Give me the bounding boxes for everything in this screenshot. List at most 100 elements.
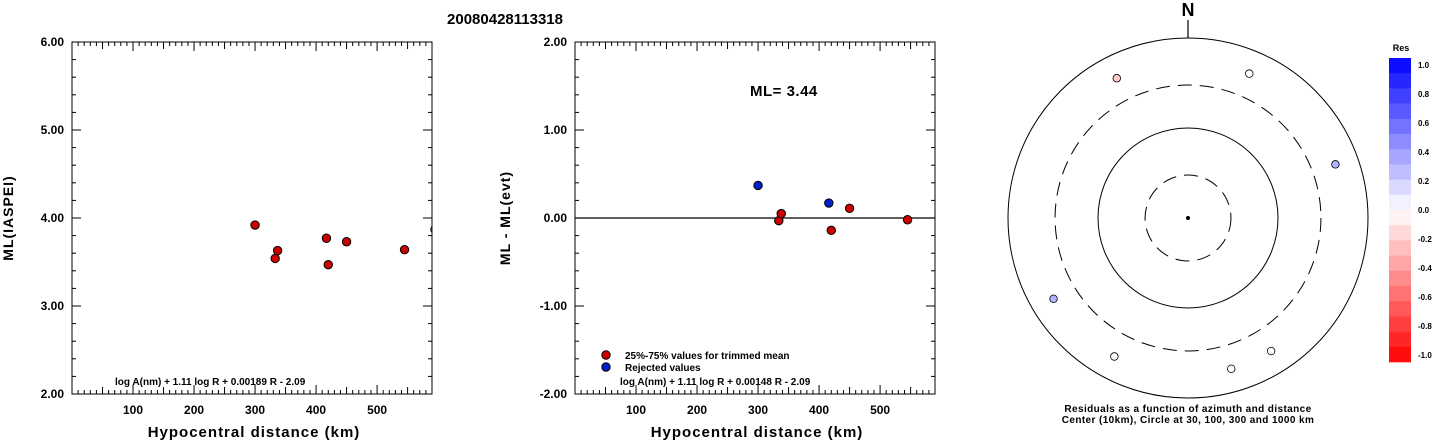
- distance-ring-300km: [1054, 84, 1322, 352]
- colorbar-cell: [1389, 164, 1411, 180]
- legend-label-trimmed: 25%-75% values for trimmed mean: [625, 351, 790, 362]
- colorbar-cell: [1389, 331, 1411, 348]
- y-tick-label: 1.00: [544, 123, 568, 137]
- x-tick-label: 200: [184, 403, 204, 417]
- event-title: 20080428113318: [447, 11, 563, 28]
- data-point: [341, 237, 352, 247]
- ml-residual-ticks: 100 200 300 400 500 -2.00 -1.00 0.00 1.00 2.00: [540, 35, 935, 417]
- x-tick-label: 500: [870, 403, 890, 417]
- ml-residual-formula: log A(nm) + 1.11 log R + 0.00148 R - 2.0…: [620, 377, 811, 388]
- colorbar-cell: [1389, 118, 1411, 135]
- data-point: [399, 244, 410, 255]
- distance-ring-30km: [1144, 174, 1232, 262]
- station-point: [1331, 160, 1340, 169]
- legend-label-rejected: Rejected values: [625, 363, 701, 374]
- colorbar-cell: [1389, 73, 1411, 89]
- ml-residual-points: [753, 180, 913, 236]
- data-point: [321, 233, 332, 243]
- colorbar-label: 0.0: [1418, 206, 1430, 215]
- y-tick-label: 5.00: [41, 123, 65, 137]
- x-tick-label: 400: [809, 403, 829, 417]
- north-label: N: [1182, 0, 1195, 20]
- station-points: [1049, 69, 1340, 373]
- colorbar-cell: [1389, 194, 1411, 211]
- colorbar-cell: [1389, 301, 1411, 317]
- ml-distance-plot-frame: [71, 41, 433, 395]
- colorbar-cell: [1389, 103, 1411, 120]
- ml-annotation: ML= 3.44: [750, 83, 818, 100]
- colorbar-label: -0.6: [1418, 293, 1432, 302]
- data-point: [753, 180, 763, 191]
- colorbar-label: -1.0: [1418, 351, 1432, 360]
- ml-distance-formula: log A(nm) + 1.11 log R + 0.00189 R - 2.0…: [115, 377, 306, 388]
- ml-distance-ylabel: ML(IASPEI): [0, 175, 16, 260]
- data-point: [776, 208, 786, 219]
- distance-ring-1000km: [1007, 37, 1369, 399]
- ml-residual-chart: 100 200 300 400 500 -2.00 -1.00 0.00 1.00 2.00 ML…: [497, 35, 936, 441]
- colorbar-title: Res: [1393, 43, 1410, 53]
- residual-colorbar: Res 1.0 0.8 0.6 0.4 0.2 0.0 -0.2 -0.4 -0.6 -0.8 -1…: [1389, 43, 1432, 363]
- x-tick-label: 400: [306, 403, 326, 417]
- station-point: [1266, 346, 1276, 356]
- polar-caption-line2: Center (10km), Circle at 30, 100, 300 an…: [1062, 415, 1315, 426]
- colorbar-cell: [1389, 255, 1411, 272]
- data-point: [824, 198, 834, 208]
- colorbar-cell: [1389, 346, 1411, 363]
- colorbar-cell: [1389, 149, 1411, 165]
- distance-rings: [1007, 37, 1369, 399]
- y-tick-label: 2.00: [41, 387, 65, 401]
- colorbar-label: 0.8: [1418, 90, 1430, 99]
- colorbar-label: 0.4: [1418, 148, 1430, 157]
- y-tick-label: -1.00: [540, 299, 568, 313]
- data-point: [826, 225, 836, 236]
- station-point: [1112, 74, 1121, 83]
- station-point: [1110, 352, 1119, 361]
- station-point: [1049, 294, 1058, 303]
- station-point: [1245, 69, 1254, 78]
- ml-distance-points: [250, 220, 432, 270]
- y-tick-label: 4.00: [41, 211, 65, 225]
- y-tick-label: -2.00: [540, 387, 568, 401]
- x-tick-label: 100: [626, 403, 646, 417]
- x-tick-label: 500: [367, 403, 387, 417]
- colorbar-cell: [1389, 88, 1411, 104]
- ml-distance-ticks: 100 200 300 400 500 2.00 3.00 4.00 5.00 6.00: [41, 35, 432, 417]
- epicenter-dot: [1186, 216, 1190, 220]
- data-point: [323, 259, 333, 270]
- colorbar-cell: [1389, 134, 1411, 150]
- y-tick-label: 0.00: [544, 211, 568, 225]
- colorbar-label: 0.6: [1418, 119, 1430, 128]
- data-point: [844, 203, 855, 214]
- legend-marker-trimmed: [601, 350, 611, 360]
- colorbar-cell: [1389, 58, 1411, 74]
- x-tick-label: 300: [245, 403, 265, 417]
- colorbar-label: 0.2: [1418, 177, 1430, 186]
- ml-distance-chart: 100 200 300 400 500 2.00 3.00 4.00 5.00 6.00 log …: [0, 35, 433, 441]
- colorbar-cell: [1389, 225, 1411, 241]
- colorbar-label: 1.0: [1418, 61, 1430, 70]
- data-point: [272, 245, 283, 256]
- distance-ring-100km: [1097, 127, 1279, 309]
- y-tick-label: 2.00: [544, 35, 568, 49]
- azimuth-residual-plot: N Residuals as a function of azimuth and…: [1007, 0, 1369, 426]
- colorbar-label: -0.4: [1418, 264, 1432, 273]
- y-tick-label: 6.00: [41, 35, 65, 49]
- colorbar-cell: [1389, 240, 1411, 256]
- colorbar-cell: [1389, 286, 1411, 302]
- ml-residual-ylabel: ML - ML(evt): [497, 171, 513, 265]
- colorbar-label: -0.8: [1418, 322, 1432, 331]
- x-tick-label: 100: [123, 403, 143, 417]
- colorbar-cell: [1389, 179, 1411, 196]
- data-point: [902, 215, 913, 225]
- colorbar-cell: [1389, 270, 1411, 287]
- data-point: [250, 220, 260, 230]
- x-tick-label: 300: [748, 403, 768, 417]
- colorbar-labels: 1.0 0.8 0.6 0.4 0.2 0.0 -0.2 -0.4 -0.6 -0.8 -1.0: [1418, 61, 1432, 360]
- colorbar-cells: [1389, 58, 1411, 363]
- colorbar-cell: [1389, 316, 1411, 332]
- ml-distance-xlabel: Hypocentral distance (km): [148, 424, 361, 441]
- x-tick-label: 200: [687, 403, 707, 417]
- data-point: [270, 253, 280, 264]
- colorbar-cell: [1389, 210, 1411, 226]
